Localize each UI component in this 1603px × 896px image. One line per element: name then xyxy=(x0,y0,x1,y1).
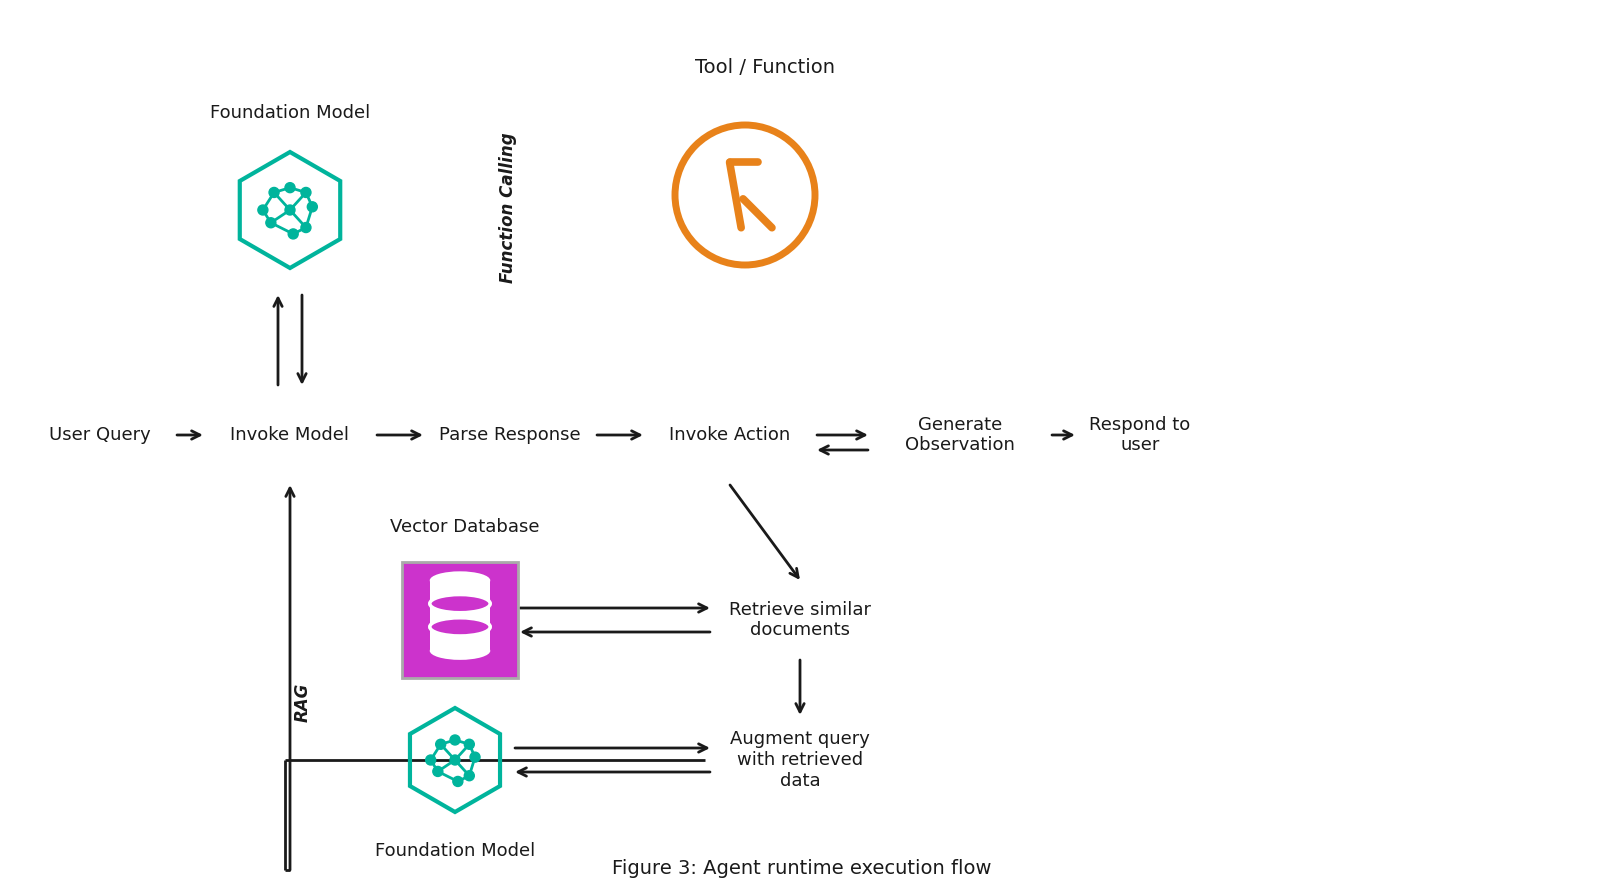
Text: Augment query
with retrieved
data: Augment query with retrieved data xyxy=(729,730,870,789)
Circle shape xyxy=(465,739,474,749)
Text: Generate
Observation: Generate Observation xyxy=(906,416,1015,454)
Text: Foundation Model: Foundation Model xyxy=(210,104,370,122)
FancyBboxPatch shape xyxy=(0,0,1457,896)
Bar xyxy=(402,563,518,677)
Circle shape xyxy=(454,777,463,787)
Circle shape xyxy=(465,771,474,780)
Bar xyxy=(491,30,1000,385)
Circle shape xyxy=(301,187,311,197)
Circle shape xyxy=(426,755,436,765)
Text: Tool / Function: Tool / Function xyxy=(696,58,835,77)
Text: Invoke Model: Invoke Model xyxy=(231,426,349,444)
Text: RAG: RAG xyxy=(293,683,313,722)
Ellipse shape xyxy=(430,572,491,590)
Circle shape xyxy=(258,205,268,215)
Text: User Query: User Query xyxy=(50,426,151,444)
Text: Retrieve similar
documents: Retrieve similar documents xyxy=(729,600,870,640)
Text: Respond to
user: Respond to user xyxy=(1090,416,1191,454)
Circle shape xyxy=(450,735,460,745)
Circle shape xyxy=(289,228,298,239)
Circle shape xyxy=(285,183,295,193)
Circle shape xyxy=(301,222,311,233)
Text: Figure 3: Agent runtime execution flow: Figure 3: Agent runtime execution flow xyxy=(612,859,991,878)
Circle shape xyxy=(308,202,317,211)
Bar xyxy=(430,581,491,650)
Ellipse shape xyxy=(430,617,491,636)
Circle shape xyxy=(266,218,276,228)
Bar xyxy=(285,490,1069,855)
Text: Parse Response: Parse Response xyxy=(439,426,580,444)
Circle shape xyxy=(269,187,279,197)
Circle shape xyxy=(450,755,460,765)
Circle shape xyxy=(285,205,295,215)
Text: Foundation Model: Foundation Model xyxy=(375,842,535,860)
Circle shape xyxy=(470,752,479,762)
Circle shape xyxy=(433,766,442,777)
Text: Invoke Action: Invoke Action xyxy=(670,426,790,444)
Text: Vector Database: Vector Database xyxy=(390,518,540,536)
Ellipse shape xyxy=(430,595,491,613)
Circle shape xyxy=(436,739,446,749)
Text: Function Calling: Function Calling xyxy=(499,133,518,283)
Ellipse shape xyxy=(430,642,491,659)
